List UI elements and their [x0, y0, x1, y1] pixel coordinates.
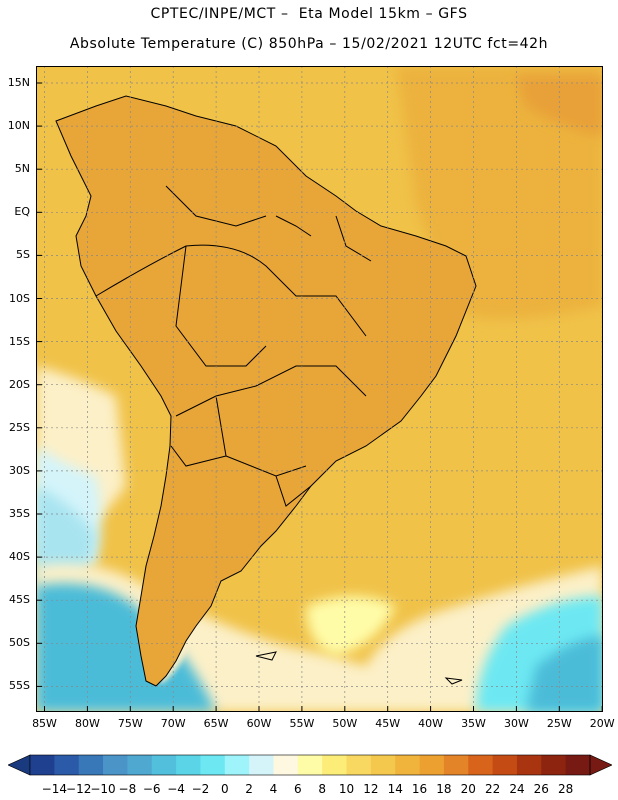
colorbar-over-arrow	[589, 754, 612, 776]
colorbar-segment	[103, 755, 128, 775]
colorbar-segment	[516, 755, 542, 775]
colorbar-segment	[78, 755, 104, 775]
colorbar-segment	[249, 755, 274, 775]
colorbar-segment	[127, 755, 153, 775]
lat-label: EQ	[14, 205, 30, 219]
colorbar-segment	[541, 755, 567, 775]
colorbar-label: 8	[318, 782, 326, 796]
colorbar-segment	[565, 755, 591, 775]
colorbar-label: 2	[245, 782, 253, 796]
lon-label: 40W	[418, 717, 444, 730]
lon-label: 85W	[32, 717, 57, 730]
colorbar-segment	[297, 755, 323, 775]
colorbar-label: −4	[167, 782, 185, 796]
colorbar-label: 16	[411, 782, 428, 796]
colorbar-segment	[395, 755, 420, 775]
colorbar-segment	[443, 755, 469, 775]
lon-label: 65W	[203, 717, 229, 730]
lon-label: 25W	[546, 717, 572, 730]
colorbar-segment	[54, 755, 80, 775]
colorbar-label: 20	[460, 782, 476, 796]
lon-label: 80W	[74, 717, 100, 730]
colorbar-segment	[151, 755, 177, 775]
colorbar-label: −2	[191, 782, 210, 796]
colorbar-segment	[273, 755, 299, 775]
lon-label: 75W	[117, 717, 143, 730]
colorbar-label: 4	[269, 782, 278, 796]
lon-label: 55W	[289, 717, 315, 730]
colorbar-label: 28	[558, 782, 574, 796]
lat-label: 10S	[9, 291, 30, 305]
colorbar-segment	[346, 755, 372, 775]
colorbar-segment	[468, 755, 494, 775]
lon-label: 60W	[246, 717, 272, 730]
lat-label: 10N	[7, 119, 30, 133]
lat-label: 5S	[16, 248, 30, 262]
lat-label: 50S	[9, 636, 30, 650]
south-georgia-island	[444, 677, 463, 685]
colorbar-segment	[30, 755, 55, 775]
title-line-2: Absolute Temperature (C) 850hPa – 15/02/…	[69, 36, 549, 52]
lat-label: 35S	[9, 507, 30, 520]
temperature-map	[36, 66, 603, 712]
lon-label: 30W	[503, 717, 529, 730]
colorbar-segment	[322, 755, 347, 775]
lat-label: 40S	[9, 550, 30, 564]
colorbar-label: 22	[484, 782, 501, 796]
lat-label: 30S	[9, 463, 30, 477]
southern-colder-zone-east	[526, 636, 603, 712]
colorbar-label: −14	[41, 782, 67, 796]
colorbar-label: −6	[142, 782, 161, 796]
map-panel	[36, 66, 603, 712]
lat-label: 15N	[7, 76, 30, 89]
colorbar-segment	[176, 755, 201, 775]
lat-label: 55S	[9, 679, 30, 693]
colorbar-segment	[419, 755, 445, 775]
colorbar-segment	[200, 755, 226, 775]
axis-ticks	[36, 82, 603, 712]
colorbar-label: 6	[293, 782, 302, 796]
lon-label: 70W	[160, 717, 186, 730]
lon-label: 20W	[589, 717, 615, 730]
lon-label: 50W	[332, 717, 358, 730]
colorbar-label: 18	[436, 782, 452, 796]
lat-label: 45S	[9, 593, 30, 607]
colorbar-label: 0	[220, 782, 229, 796]
lon-label: 45W	[375, 717, 401, 730]
lat-label: 15S	[9, 334, 30, 348]
colorbar-label: 24	[509, 782, 525, 796]
colorbar-label: 26	[533, 782, 549, 796]
colorbar-segment	[370, 755, 396, 775]
lat-label: 5N	[14, 162, 30, 176]
map-border	[36, 66, 603, 712]
colorbar-label: 12	[363, 782, 379, 796]
colorbar-label: 10	[338, 782, 355, 796]
lat-label: 25S	[9, 420, 30, 434]
lat-label: 20S	[9, 377, 30, 391]
colorbar-under-arrow	[8, 754, 31, 776]
colorbar-segment	[492, 755, 518, 775]
colorbar	[8, 754, 612, 776]
title-line-1: CPTEC/INPE/MCT – Eta Model 15km – GFS	[150, 6, 468, 22]
lon-label: 35W	[461, 717, 486, 730]
colorbar-label: −12	[66, 782, 92, 796]
southern-cold-zone-west	[36, 583, 216, 712]
falkland-islands	[255, 651, 277, 661]
colorbar-label: −10	[90, 782, 116, 796]
south-atlantic-mild-patch	[306, 596, 396, 656]
colorbar-segment	[224, 755, 250, 775]
colorbar-label: −8	[118, 782, 137, 796]
colorbar-label: 14	[387, 782, 403, 796]
